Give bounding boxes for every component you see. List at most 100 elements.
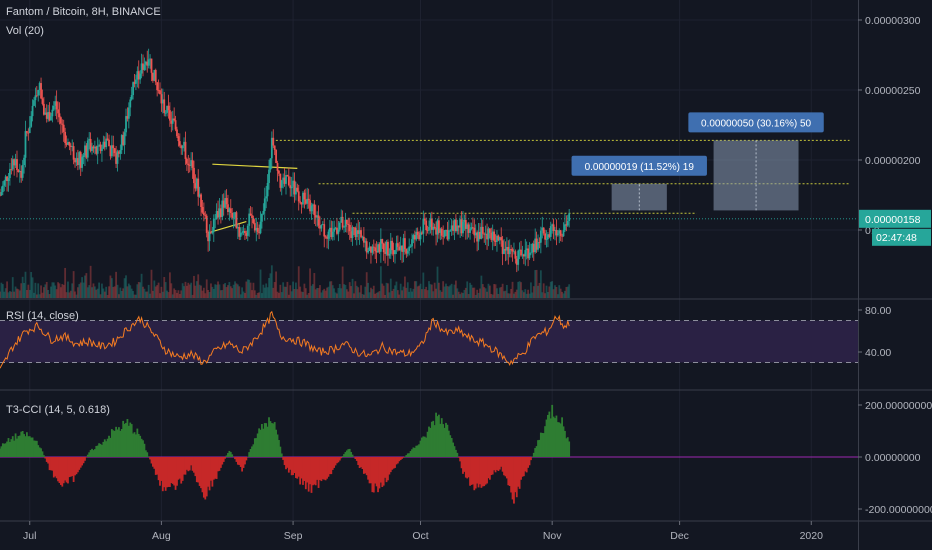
candle-body[interactable] bbox=[167, 105, 170, 111]
candle-body[interactable] bbox=[68, 142, 71, 146]
candle-body[interactable] bbox=[110, 145, 113, 157]
candle-body[interactable] bbox=[367, 251, 370, 253]
candle-body[interactable] bbox=[262, 210, 265, 214]
candle-body[interactable] bbox=[411, 239, 413, 247]
candle-body[interactable] bbox=[193, 167, 195, 184]
candle-body[interactable] bbox=[316, 215, 319, 218]
candle-body[interactable] bbox=[249, 213, 252, 216]
candle-body[interactable] bbox=[239, 232, 242, 237]
candle-body[interactable] bbox=[334, 227, 337, 229]
candle-body[interactable] bbox=[439, 228, 442, 233]
candle-body[interactable] bbox=[150, 58, 153, 73]
candle-body[interactable] bbox=[246, 225, 249, 236]
candle-body[interactable] bbox=[368, 246, 371, 252]
candle-body[interactable] bbox=[251, 215, 253, 219]
candle-body[interactable] bbox=[42, 103, 45, 115]
candle-body[interactable] bbox=[224, 198, 227, 208]
candle-body[interactable] bbox=[453, 219, 456, 231]
candle-body[interactable] bbox=[57, 109, 59, 114]
candle-body[interactable] bbox=[105, 138, 108, 148]
candle-body[interactable] bbox=[181, 145, 184, 149]
candle-body[interactable] bbox=[344, 219, 347, 227]
candle-body[interactable] bbox=[120, 135, 123, 151]
candle-body[interactable] bbox=[95, 146, 98, 154]
candle-body[interactable] bbox=[71, 146, 74, 147]
candle-body[interactable] bbox=[542, 227, 545, 234]
candle-body[interactable] bbox=[227, 204, 229, 212]
candle-body[interactable] bbox=[429, 218, 432, 227]
candle-body[interactable] bbox=[178, 141, 181, 146]
candle-body[interactable] bbox=[149, 58, 151, 60]
candle-body[interactable] bbox=[205, 215, 208, 233]
candle-body[interactable] bbox=[0, 192, 3, 196]
candle-body[interactable] bbox=[510, 249, 513, 250]
candle-body[interactable] bbox=[517, 250, 520, 265]
candle-body[interactable] bbox=[371, 246, 374, 253]
candle-body[interactable] bbox=[81, 157, 84, 168]
candle-body[interactable] bbox=[214, 218, 217, 220]
last-price-badge[interactable] bbox=[859, 209, 931, 228]
candle-body[interactable] bbox=[443, 230, 446, 237]
candle-body[interactable] bbox=[483, 233, 486, 235]
candle-body[interactable] bbox=[515, 258, 518, 265]
candle-body[interactable] bbox=[156, 82, 159, 91]
candle-body[interactable] bbox=[4, 176, 7, 181]
candle-body[interactable] bbox=[333, 228, 336, 232]
candle-body[interactable] bbox=[463, 219, 466, 222]
candle-body[interactable] bbox=[564, 224, 566, 231]
candle-body[interactable] bbox=[183, 141, 185, 146]
candle-body[interactable] bbox=[270, 137, 273, 159]
candle-body[interactable] bbox=[317, 215, 320, 226]
candle-body[interactable] bbox=[484, 233, 487, 235]
candle-body[interactable] bbox=[10, 169, 13, 170]
candle-body[interactable] bbox=[253, 223, 256, 231]
candle-body[interactable] bbox=[490, 232, 493, 240]
candle-body[interactable] bbox=[143, 64, 146, 70]
candle-body[interactable] bbox=[391, 240, 394, 251]
candle-body[interactable] bbox=[99, 144, 102, 151]
candle-body[interactable] bbox=[218, 208, 221, 218]
candle-body[interactable] bbox=[242, 231, 245, 233]
candle-body[interactable] bbox=[303, 192, 306, 200]
candle-body[interactable] bbox=[522, 254, 525, 257]
candle-body[interactable] bbox=[102, 141, 105, 149]
candle-body[interactable] bbox=[456, 225, 459, 232]
candle-body[interactable] bbox=[525, 248, 528, 251]
candle-body[interactable] bbox=[20, 170, 23, 178]
candle-body[interactable] bbox=[166, 105, 168, 113]
candle-body[interactable] bbox=[50, 116, 52, 121]
candle-body[interactable] bbox=[341, 216, 344, 228]
candle-body[interactable] bbox=[477, 231, 480, 242]
candle-body[interactable] bbox=[474, 232, 477, 236]
candle-body[interactable] bbox=[241, 232, 244, 234]
candle-body[interactable] bbox=[122, 135, 125, 145]
candle-body[interactable] bbox=[385, 241, 388, 254]
candle-body[interactable] bbox=[548, 234, 551, 237]
candle-body[interactable] bbox=[273, 145, 276, 150]
candle-body[interactable] bbox=[136, 71, 139, 80]
candle-body[interactable] bbox=[7, 178, 10, 181]
candle-body[interactable] bbox=[487, 228, 490, 240]
candle-body[interactable] bbox=[544, 233, 546, 240]
candle-body[interactable] bbox=[108, 139, 110, 147]
candle-body[interactable] bbox=[460, 219, 463, 234]
candle-body[interactable] bbox=[228, 208, 231, 212]
candle-body[interactable] bbox=[23, 157, 25, 166]
candle-body[interactable] bbox=[137, 71, 140, 80]
candle-body[interactable] bbox=[177, 136, 180, 142]
candle-body[interactable] bbox=[365, 241, 368, 253]
candle-body[interactable] bbox=[323, 224, 326, 237]
candle-body[interactable] bbox=[140, 63, 143, 74]
candle-body[interactable] bbox=[370, 246, 372, 253]
candle-body[interactable] bbox=[154, 69, 157, 83]
candle-body[interactable] bbox=[300, 202, 303, 205]
candle-body[interactable] bbox=[13, 159, 16, 166]
candle-body[interactable] bbox=[449, 230, 452, 232]
candle-body[interactable] bbox=[6, 176, 8, 181]
candle-body[interactable] bbox=[84, 145, 86, 156]
candle-body[interactable] bbox=[194, 183, 197, 189]
candle-body[interactable] bbox=[202, 212, 205, 216]
candle-body[interactable] bbox=[276, 162, 279, 171]
candle-body[interactable] bbox=[445, 229, 447, 231]
candle-body[interactable] bbox=[558, 230, 561, 234]
